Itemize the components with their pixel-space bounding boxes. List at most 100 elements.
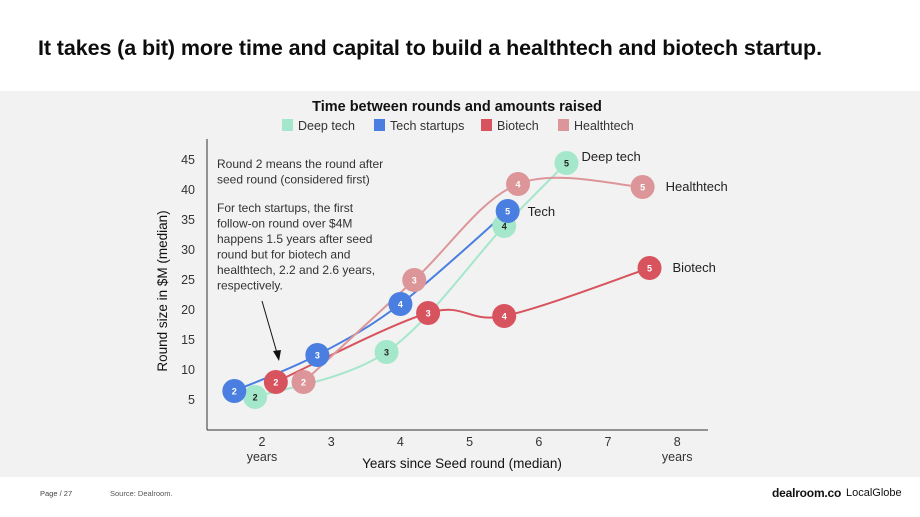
x-tick-label: 2 — [259, 435, 266, 449]
source-note: Source: Dealroom. — [110, 489, 173, 498]
marker-label: 5 — [564, 159, 569, 169]
y-tick-label: 15 — [181, 333, 195, 347]
marker-label: 5 — [647, 264, 652, 274]
marker-healthtech-round-5: 5 — [630, 175, 655, 199]
marker-biotech-round-5: 5 — [637, 256, 662, 280]
annotation-line: round but for biotech and — [217, 248, 350, 262]
chart-annotation: Round 2 means the round after seed round … — [217, 157, 383, 361]
marker-label: 2 — [301, 378, 306, 388]
marker-label: 2 — [253, 393, 258, 403]
marker-circle — [305, 343, 330, 367]
legend-swatch — [481, 119, 492, 131]
y-axis-label: Round size in $M (median) — [155, 210, 170, 371]
marker-healthtech-round-2: 2 — [291, 370, 316, 394]
end-label-tech-startups: Tech — [528, 204, 555, 219]
annotation-arrow — [261, 300, 278, 354]
legend-item-biotech: Biotech — [481, 119, 539, 133]
x-tick-label: 4 — [397, 435, 404, 449]
chart-title: Time between rounds and amounts raised — [312, 99, 602, 115]
marker-circle — [416, 301, 441, 325]
series-markers: 2 3 4 5 2 3 4 5 2 3 4 5 2 3 4 5 — [222, 151, 662, 409]
legend-item-deep-tech: Deep tech — [282, 119, 355, 133]
chart-legend: Deep tech Tech startups Biotech Healthtech — [282, 119, 634, 133]
annotation-line: Round 2 means the round after — [217, 157, 383, 171]
marker-healthtech-round-4: 4 — [506, 172, 531, 196]
marker-circle — [637, 256, 662, 280]
annotation-line: happens 1.5 years after seed — [217, 232, 372, 246]
marker-deep-tech-round-5: 5 — [554, 151, 579, 175]
legend-item-tech-startups: Tech startups — [374, 119, 464, 133]
series-line-healthtech — [302, 176, 643, 383]
end-label-healthtech: Healthtech — [666, 179, 728, 194]
marker-circle — [374, 340, 399, 364]
marker-healthtech-round-3: 3 — [402, 268, 427, 292]
marker-circle — [506, 172, 531, 196]
y-tick-label: 45 — [181, 153, 195, 167]
marker-label: 4 — [516, 180, 521, 190]
series-line-biotech — [275, 267, 650, 383]
x-tick-label: 6 — [535, 435, 542, 449]
annotation-arrowhead — [273, 350, 281, 361]
y-tick-label: 40 — [181, 183, 195, 197]
y-tick-label: 5 — [188, 393, 195, 407]
x-tick-label: 5 — [466, 435, 473, 449]
legend-label: Healthtech — [574, 119, 634, 133]
marker-circle — [243, 385, 268, 409]
slide-headline: It takes (a bit) more time and capital t… — [38, 36, 822, 60]
marker-label: 2 — [232, 387, 237, 397]
x-axis-label: Years since Seed round (median) — [362, 456, 562, 471]
marker-label: 4 — [398, 300, 403, 310]
y-tick-label: 30 — [181, 243, 195, 257]
marker-circle — [630, 175, 655, 199]
marker-label: 3 — [412, 276, 417, 286]
marker-label: 3 — [426, 309, 431, 319]
legend-label: Deep tech — [298, 119, 355, 133]
page-number: Page / 27 — [40, 489, 73, 498]
legend-swatch — [374, 119, 385, 131]
marker-biotech-round-2: 2 — [263, 370, 288, 394]
marker-circle — [291, 370, 316, 394]
legend-item-healthtech: Healthtech — [558, 119, 634, 133]
marker-label: 4 — [502, 312, 507, 322]
marker-circle — [492, 304, 517, 328]
marker-deep-tech-round-2: 2 — [243, 385, 268, 409]
legend-label: Biotech — [497, 119, 539, 133]
x-tick-sublabel: years — [247, 450, 278, 464]
localglobe-logo: LocalGlobe — [846, 487, 902, 499]
legend-swatch — [558, 119, 569, 131]
dealroom-logo: dealroom.co — [772, 486, 842, 500]
series-lines — [233, 162, 650, 398]
marker-circle — [495, 199, 520, 223]
marker-label: 4 — [502, 222, 507, 232]
annotation-line: respectively. — [217, 279, 283, 293]
marker-tech-startups-round-2: 2 — [222, 379, 247, 403]
marker-label: 3 — [384, 348, 389, 358]
x-tick-label: 3 — [328, 435, 335, 449]
marker-label: 2 — [273, 378, 278, 388]
y-tick-label: 25 — [181, 273, 195, 287]
marker-circle — [388, 292, 413, 316]
marker-label: 5 — [640, 183, 645, 193]
y-tick-label: 20 — [181, 303, 195, 317]
marker-tech-startups-round-3: 3 — [305, 343, 330, 367]
x-tick-label: 8 — [674, 435, 681, 449]
series-end-labels: Deep tech Tech Biotech Healthtech — [528, 149, 728, 275]
legend-label: Tech startups — [390, 119, 464, 133]
end-label-deep-tech: Deep tech — [581, 149, 640, 164]
y-tick-label: 35 — [181, 213, 195, 227]
marker-deep-tech-round-3: 3 — [374, 340, 399, 364]
end-label-biotech: Biotech — [673, 260, 716, 275]
marker-circle — [554, 151, 579, 175]
marker-tech-startups-round-4: 4 — [388, 292, 413, 316]
annotation-line: For tech startups, the first — [217, 201, 354, 215]
marker-circle — [263, 370, 288, 394]
marker-circle — [222, 379, 247, 403]
annotation-line: follow-on round over $4M — [217, 217, 352, 231]
marker-circle — [402, 268, 427, 292]
marker-biotech-round-3: 3 — [416, 301, 441, 325]
x-tick-label: 7 — [605, 435, 612, 449]
x-tick-sublabel: years — [662, 450, 693, 464]
chart-panel — [0, 91, 920, 477]
marker-label: 3 — [315, 351, 320, 361]
